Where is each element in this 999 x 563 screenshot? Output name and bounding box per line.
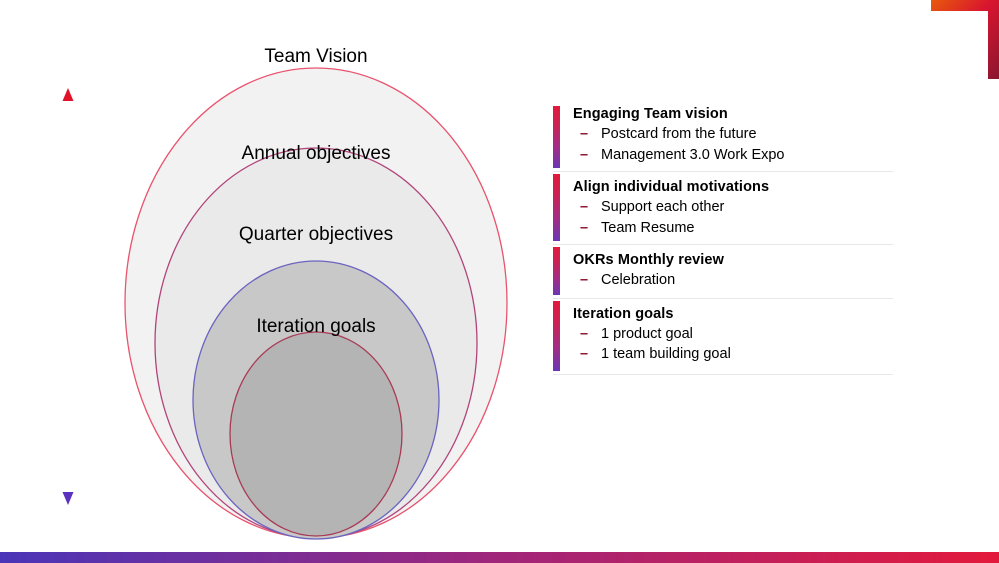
block-item-list: – Support each other – Team Resume — [573, 198, 893, 238]
list-item-label: Support each other — [601, 199, 725, 215]
list-block: Iteration goals – 1 product goal – 1 tea… — [553, 299, 893, 375]
block-title: Engaging Team vision — [573, 106, 728, 122]
list-block: Align individual motivations – Support e… — [553, 172, 893, 245]
list-item: – Support each other — [573, 198, 893, 218]
ellipse-label-quarter-objectives: Quarter objectives — [238, 224, 394, 245]
block-accent-bar — [553, 106, 560, 168]
ellipse-iteration-goals — [229, 331, 403, 537]
block-title: Iteration goals — [573, 305, 674, 322]
dash-bullet-icon: – — [580, 126, 589, 142]
block-item-list: – Postcard from the future – Management … — [573, 125, 893, 165]
list-item: – 1 team building goal — [573, 345, 893, 365]
block-accent-bar — [553, 247, 560, 295]
list-item-label: Celebration — [601, 272, 676, 288]
block-item-list: – 1 product goal – 1 team building goal — [573, 325, 893, 365]
block-accent-bar — [553, 174, 560, 241]
list-item: – Postcard from the future — [573, 125, 893, 145]
vertical-double-arrow-icon — [62, 88, 74, 505]
ellipse-label-iteration-goals: Iteration goals — [256, 316, 376, 337]
dash-bullet-icon: – — [580, 146, 589, 163]
list-item-label: 1 team building goal — [601, 346, 731, 362]
list-item: – Team Resume — [573, 219, 893, 239]
practices-list-panel: Engaging Team vision – Postcard from the… — [553, 104, 893, 375]
list-item: – Management 3.0 Work Expo — [573, 146, 893, 166]
corner-bracket-decoration — [931, 0, 999, 79]
dash-bullet-icon: – — [580, 272, 589, 288]
ellipse-label-annual-objectives: Annual objectives — [241, 143, 391, 164]
ellipse-label-team-vision: Team Vision — [264, 46, 368, 67]
list-block: OKRs Monthly review – Celebration — [553, 245, 893, 299]
list-item: – 1 product goal — [573, 325, 893, 345]
diagram-canvas — [62, 67, 508, 540]
dash-bullet-icon: – — [580, 325, 589, 342]
block-item-list: – Celebration — [573, 271, 893, 291]
dash-bullet-icon: – — [580, 346, 589, 362]
dash-bullet-icon: – — [580, 219, 589, 236]
block-title: OKRs Monthly review — [573, 252, 724, 268]
list-block: Engaging Team vision – Postcard from the… — [553, 104, 893, 172]
list-item-label: Postcard from the future — [601, 126, 757, 142]
bottom-gradient-bar — [0, 552, 999, 563]
block-title: Align individual motivations — [573, 179, 770, 195]
list-item-label: Team Resume — [601, 219, 695, 236]
dash-bullet-icon: – — [580, 199, 589, 215]
list-item-label: 1 product goal — [601, 325, 693, 342]
list-item-label: Management 3.0 Work Expo — [601, 146, 785, 163]
block-accent-bar — [553, 300, 560, 371]
nested-ellipse-diagram: Team Vision Annual objectives Quarter ob… — [62, 46, 508, 540]
list-item: – Celebration — [573, 271, 893, 291]
